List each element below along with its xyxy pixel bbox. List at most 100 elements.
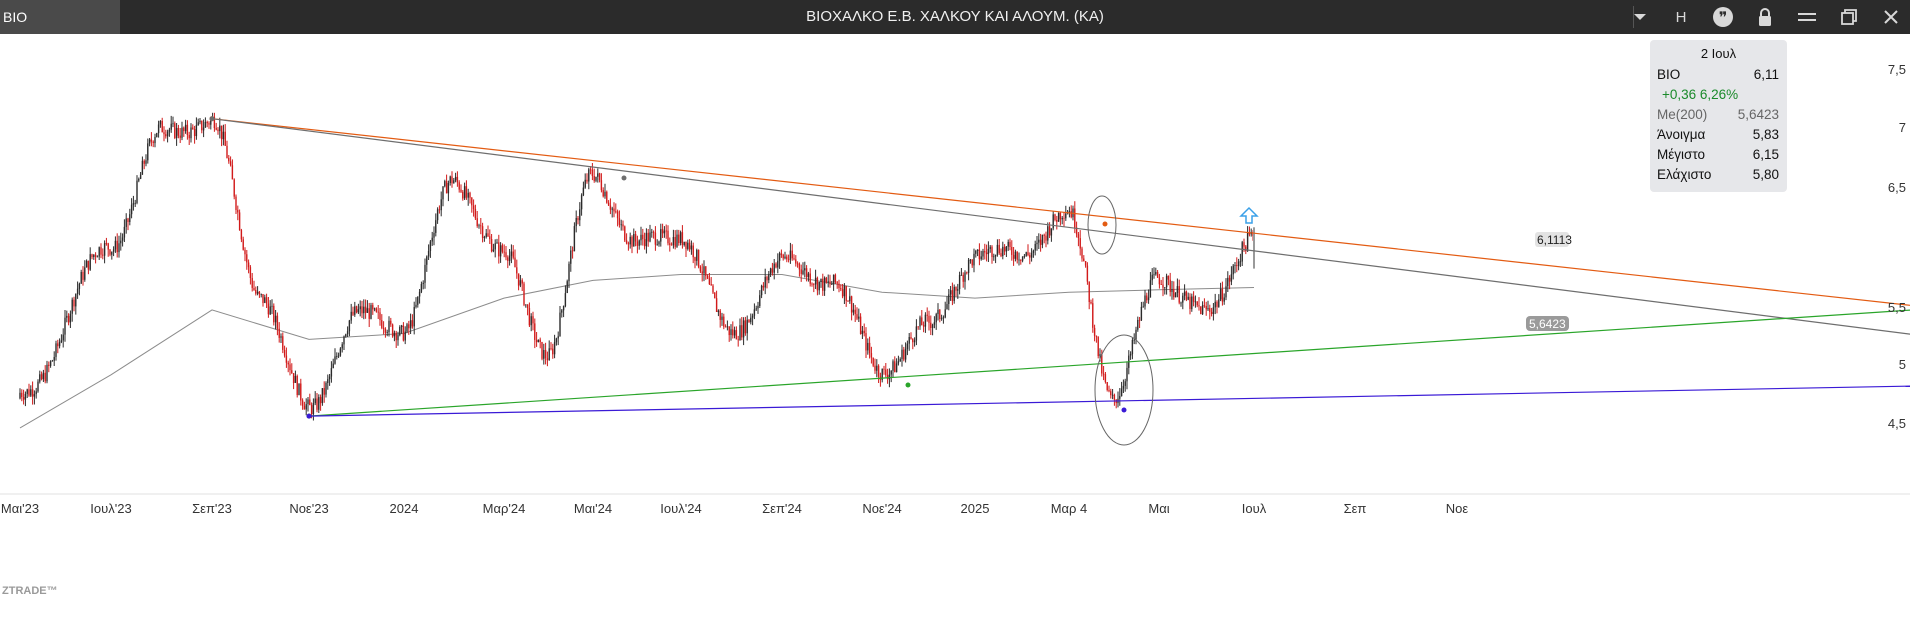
candle-body <box>442 186 444 200</box>
quote-icon[interactable]: ❞ <box>1706 0 1740 34</box>
candle-body <box>1011 247 1013 255</box>
candle-body <box>195 125 198 137</box>
candle-body <box>1140 306 1143 321</box>
candle-body <box>273 305 275 323</box>
candle-body <box>1034 244 1036 251</box>
candle-body <box>336 356 338 357</box>
candle-body <box>660 229 662 242</box>
candle-body <box>876 365 878 371</box>
candle-body <box>345 334 347 337</box>
candle-body <box>1182 295 1184 303</box>
candle-body <box>901 349 903 359</box>
candle-body <box>388 320 390 333</box>
interval-button[interactable]: H <box>1675 8 1687 26</box>
candle-body <box>919 317 921 327</box>
symbol-box[interactable]: BIO <box>0 0 120 34</box>
candle-body <box>1038 239 1040 243</box>
candle-body <box>1016 251 1018 260</box>
candle-body <box>163 132 165 135</box>
candle-body <box>940 318 943 320</box>
candle-body <box>915 326 918 341</box>
candle-body <box>1223 297 1225 302</box>
x-tick-label: 2025 <box>961 501 990 516</box>
candle-body <box>382 327 385 329</box>
candle-body <box>499 245 502 257</box>
candle-body <box>154 137 156 144</box>
candle-body <box>393 332 396 337</box>
candle-body <box>521 280 523 284</box>
candle-body <box>1002 246 1004 257</box>
candle-body <box>591 169 594 176</box>
candle-body <box>881 368 883 380</box>
candle-body <box>843 286 846 297</box>
candle-body <box>1207 308 1209 310</box>
candle-body <box>847 300 849 302</box>
minimize-icon[interactable] <box>1790 0 1824 34</box>
candle-body <box>1110 391 1112 396</box>
candle-body <box>192 127 194 130</box>
candle-body <box>458 182 460 190</box>
x-tick-label: Μαι'24 <box>574 501 612 516</box>
candle-body <box>793 258 795 260</box>
candle-body <box>525 304 527 306</box>
tooltip-low-label: Ελάχιστο <box>1657 167 1712 182</box>
candle-body <box>62 334 64 341</box>
candle-body <box>481 226 484 238</box>
candle-body <box>1029 255 1031 258</box>
candle-body <box>861 330 864 334</box>
candle-body <box>676 234 678 247</box>
candle-body <box>728 326 730 336</box>
candle-body <box>579 209 581 221</box>
candle-body <box>1119 396 1121 399</box>
candle-body <box>1162 284 1164 288</box>
candle-body <box>1083 258 1085 261</box>
candle-body <box>350 311 352 321</box>
candle-body <box>251 278 253 288</box>
candle-body <box>609 205 612 210</box>
restore-window-icon[interactable] <box>1832 0 1866 34</box>
candle-body <box>755 308 757 310</box>
candle-body <box>571 250 574 252</box>
candle-body <box>240 230 243 240</box>
candle-body <box>404 331 406 341</box>
candle-body <box>1126 367 1128 382</box>
candle-body <box>55 343 57 357</box>
candle-body <box>588 169 590 182</box>
candle-body <box>237 209 239 213</box>
candle-body <box>93 254 95 257</box>
dropdown-caret-icon[interactable] <box>1623 0 1657 34</box>
candle-body <box>1167 275 1170 280</box>
candle-body <box>341 344 343 349</box>
candle-body <box>454 176 457 181</box>
candle-body <box>400 325 403 327</box>
candle-body <box>98 247 100 257</box>
candle-body <box>201 120 203 131</box>
candle-body <box>467 192 469 198</box>
candle-body <box>408 324 410 329</box>
candle-body <box>789 250 792 260</box>
candle-body <box>535 339 538 343</box>
candle-body <box>649 232 651 242</box>
candle-body <box>892 361 894 371</box>
price-chart[interactable]: Μαι'23 Ιουλ'23 Σεπ'23 Νοε'23 2024 Μαρ'24 Μαι'2… <box>0 34 1910 629</box>
close-icon[interactable] <box>1874 0 1908 34</box>
lock-icon[interactable] <box>1748 0 1782 34</box>
candle-body <box>307 399 309 405</box>
chart-area[interactable]: Μαι'23 Ιουλ'23 Σεπ'23 Νοε'23 2024 Μαρ'24 Μαι'2… <box>0 34 1910 634</box>
candle-body <box>150 139 153 142</box>
candle-body <box>735 330 738 340</box>
candle-body <box>474 209 477 219</box>
candle-body <box>811 283 813 285</box>
candle-body <box>760 285 763 296</box>
y-tick-label: 5 <box>1899 357 1906 372</box>
candle-body <box>177 127 180 136</box>
candle-body <box>1135 329 1137 340</box>
candle-body <box>530 316 532 326</box>
candle-body <box>809 273 811 284</box>
candle-body <box>787 259 790 261</box>
candle-body <box>607 202 610 206</box>
candle-body <box>984 251 986 253</box>
candle-body <box>942 317 945 319</box>
candle-body <box>719 310 721 320</box>
candle-body <box>413 307 415 327</box>
